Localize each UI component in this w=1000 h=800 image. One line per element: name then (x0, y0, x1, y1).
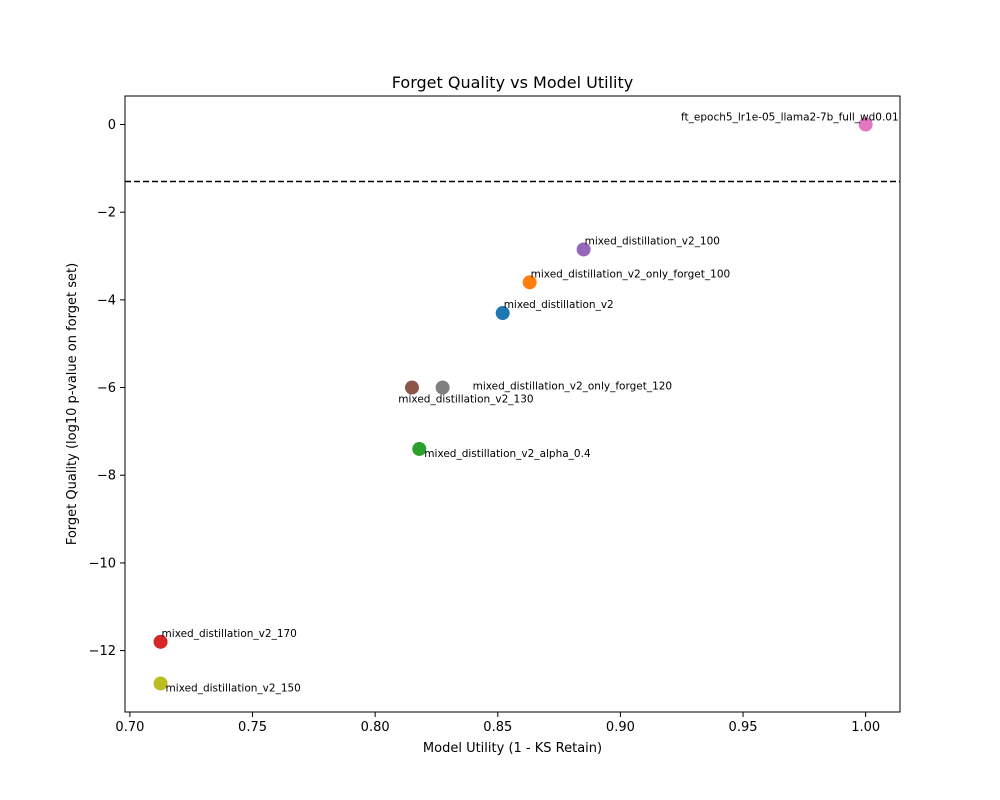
data-point-label: ft_epoch5_lr1e-05_llama2-7b_full_wd0.01 (681, 111, 899, 123)
y-tick-label: 0 (108, 118, 116, 133)
x-tick-label: 0.85 (483, 720, 512, 735)
data-point (435, 380, 450, 395)
data-point-label: mixed_distillation_v2_150 (166, 683, 301, 695)
data-point-label: mixed_distillation_v2_170 (162, 628, 297, 640)
x-tick-label: 0.90 (606, 720, 635, 735)
y-tick-label: −8 (97, 469, 116, 484)
data-point-label: mixed_distillation_v2_alpha_0.4 (424, 448, 591, 460)
data-point (576, 242, 591, 257)
chart-title: Forget Quality vs Model Utility (392, 73, 633, 92)
data-point (858, 117, 873, 132)
data-point (404, 380, 419, 395)
y-axis-title: Forget Quality (log10 p-value on forget … (65, 263, 80, 545)
x-tick-label: 0.80 (361, 720, 390, 735)
data-point (412, 441, 427, 456)
y-axis-ticks: 0 −2 −4 −6 −8 −10 −12 (89, 118, 125, 659)
data-point-label: mixed_distillation_v2_100 (585, 235, 720, 247)
x-tick-label: 0.70 (115, 720, 144, 735)
data-points (153, 117, 873, 691)
y-tick-label: −10 (89, 556, 116, 571)
data-point-label: mixed_distillation_v2_only_forget_120 (473, 381, 673, 393)
y-tick-label: −6 (97, 381, 116, 396)
x-tick-label: 0.75 (238, 720, 267, 735)
y-tick-label: −2 (97, 206, 116, 221)
x-axis-title: Model Utility (1 - KS Retain) (423, 741, 602, 756)
data-point (153, 676, 168, 691)
data-point (495, 306, 510, 321)
data-point-label: mixed_distillation_v2_130 (398, 394, 533, 406)
y-tick-label: −12 (89, 644, 116, 659)
data-point-label: mixed_distillation_v2_only_forget_100 (531, 268, 731, 280)
x-tick-label: 1.00 (851, 720, 880, 735)
y-tick-label: −4 (97, 293, 116, 308)
data-point-labels: mixed_distillation_v2 mixed_distillation_… (162, 111, 899, 694)
x-axis-ticks: 0.70 0.75 0.80 0.85 0.90 0.95 1.00 (115, 712, 880, 735)
data-point-label: mixed_distillation_v2 (504, 299, 614, 311)
data-point (522, 275, 537, 290)
plot-area-frame (124, 95, 901, 713)
data-point (153, 634, 168, 649)
x-tick-label: 0.95 (729, 720, 758, 735)
